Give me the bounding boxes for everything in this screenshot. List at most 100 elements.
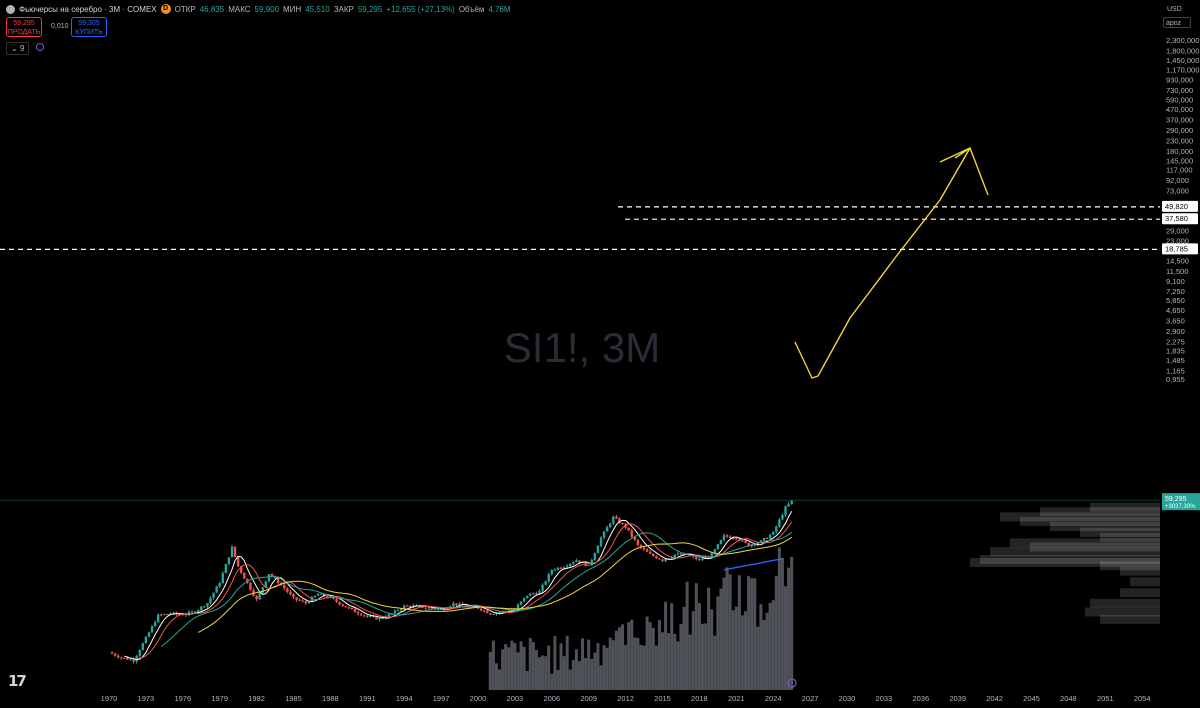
time-axis-label: 1994 xyxy=(396,694,413,703)
price-scale-label: 73,000 xyxy=(1166,186,1189,195)
candle-body xyxy=(735,538,738,540)
candle-body xyxy=(344,606,347,608)
volume-bar xyxy=(494,663,498,690)
volume-bar xyxy=(639,644,643,690)
candle-body xyxy=(559,567,563,569)
volume-bar xyxy=(697,603,701,690)
volume-bar xyxy=(522,646,526,690)
volume-profile-bar xyxy=(1000,512,1160,522)
indicators-count: 9 xyxy=(19,44,25,53)
candle-body xyxy=(753,544,756,546)
candle-body xyxy=(578,560,581,563)
volume-profile-bar xyxy=(1030,542,1160,552)
high-label: МАКС xyxy=(228,4,251,14)
price-scale-label: 730,000 xyxy=(1166,86,1193,95)
volume-bar xyxy=(491,640,495,690)
candle-body xyxy=(295,597,298,600)
candle-body xyxy=(747,542,750,547)
volume-bar xyxy=(750,578,754,690)
candle-body xyxy=(550,569,553,575)
volume-bar xyxy=(777,547,781,690)
time-axis-label: 1970 xyxy=(101,694,118,703)
time-axis-label: 2042 xyxy=(986,694,1003,703)
candle-body xyxy=(759,540,763,543)
time-axis-label: 2009 xyxy=(580,694,597,703)
price-scale-label: 5,850 xyxy=(1166,296,1185,305)
candle-body xyxy=(547,574,550,582)
time-axis-label: 2012 xyxy=(617,694,634,703)
sell-button[interactable]: 59,295 ПРОДАТЬ xyxy=(6,17,42,37)
price-scale-label: 2,300,000 xyxy=(1166,36,1199,45)
ma-line-fast xyxy=(124,511,793,661)
candle-body xyxy=(132,659,135,662)
candle-body xyxy=(756,542,760,545)
candle-body xyxy=(406,605,409,607)
volume-bar xyxy=(654,645,658,690)
buy-button[interactable]: 59,305 КУПИТЬ xyxy=(71,17,107,37)
symbol-title[interactable]: Фьючерсы на серебро · 3М · COMEX xyxy=(19,4,157,14)
volume-bar xyxy=(676,641,680,690)
volume-bar xyxy=(525,671,529,690)
volume-bar xyxy=(565,635,569,690)
candle-body xyxy=(728,536,732,539)
projection-sketch-arrowhead xyxy=(939,147,971,163)
candle-body xyxy=(206,603,209,607)
candle-body xyxy=(704,556,707,559)
volume-profile-bar xyxy=(1010,538,1160,548)
volume-profile-bar xyxy=(1080,527,1160,537)
candle-body xyxy=(138,650,141,656)
candle-body xyxy=(439,609,443,611)
volume-bar xyxy=(787,567,791,690)
time-axis-label: 1979 xyxy=(211,694,228,703)
volume-profile-bar xyxy=(1050,522,1160,532)
tradingview-logo[interactable]: 17 xyxy=(8,672,27,690)
indicators-toggle[interactable]: ⌄ 9 xyxy=(6,42,30,55)
volume-bar xyxy=(534,650,538,690)
candle-body xyxy=(335,598,338,602)
volume-bar xyxy=(657,620,661,690)
volume-profile-bar xyxy=(1130,577,1160,587)
currency-label[interactable]: USD xyxy=(1167,6,1182,13)
candle-body xyxy=(236,556,240,567)
candle-body xyxy=(273,576,277,579)
open-value: 46,835 xyxy=(199,4,225,14)
volume-profile-bar xyxy=(1100,532,1160,542)
price-scale-label: 29,000 xyxy=(1166,226,1189,235)
candle-body xyxy=(224,564,228,574)
time-axis-label: 2030 xyxy=(839,694,856,703)
candle-body xyxy=(572,562,575,564)
candle-body xyxy=(301,600,304,602)
price-scale-label: 117,000 xyxy=(1166,166,1193,175)
volume-bar xyxy=(700,623,704,690)
volume-bar xyxy=(747,576,751,690)
volume-bar xyxy=(716,596,720,690)
gear-icon[interactable] xyxy=(36,43,44,51)
volume-bar xyxy=(488,651,492,690)
price-scale-label: 1,800,000 xyxy=(1166,47,1199,56)
scale-mode-button[interactable]: apoz xyxy=(1163,17,1191,28)
volume-bar xyxy=(574,649,578,690)
candle-body xyxy=(479,608,483,611)
candle-body xyxy=(781,514,784,520)
volume-bar xyxy=(528,638,532,690)
candle-body xyxy=(455,603,458,606)
time-axis-label: 2039 xyxy=(949,694,966,703)
volume-bar xyxy=(581,638,585,690)
candle-body xyxy=(784,506,787,515)
candle-body xyxy=(750,544,753,547)
time-axis-label: 2036 xyxy=(912,694,929,703)
volume-bar xyxy=(611,640,615,690)
volume-bar xyxy=(713,635,717,690)
candle-body xyxy=(529,593,532,596)
candle-body xyxy=(141,643,145,651)
candle-body xyxy=(630,530,633,537)
volume-bar xyxy=(664,601,668,690)
candle-body xyxy=(356,612,360,614)
volume-bar xyxy=(661,632,664,690)
volume-profile-bar xyxy=(1090,598,1160,608)
candle-body xyxy=(150,626,154,633)
candle-body xyxy=(541,584,544,591)
candle-body xyxy=(575,560,578,563)
symbol-legend: Фьючерсы на серебро · 3М · COMEX D ОТКР 4… xyxy=(6,4,511,14)
